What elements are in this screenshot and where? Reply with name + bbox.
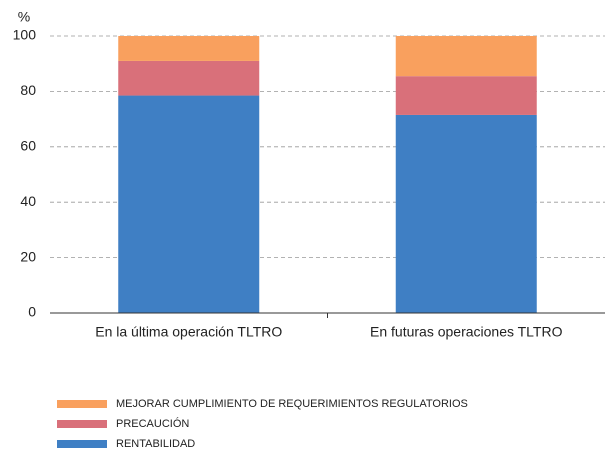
legend-label: RENTABILIDAD <box>116 438 195 450</box>
legend-label: PRECAUCIÓN <box>116 417 189 430</box>
bar-segment <box>395 76 537 115</box>
y-tick-label: 100 <box>13 27 37 43</box>
legend-label: MEJORAR CUMPLIMIENTO DE REQUERIMIENTOS R… <box>116 398 468 410</box>
bar-segment <box>395 36 537 77</box>
y-tick-label: 80 <box>20 82 36 98</box>
legend-swatch <box>57 400 107 408</box>
y-axis-label: % <box>18 9 30 25</box>
bar-segment <box>118 60 260 96</box>
x-tick-label: En futuras operaciones TLTRO <box>370 324 563 340</box>
legend-swatch <box>57 440 107 448</box>
bar-segment <box>118 95 260 314</box>
y-tick-label: 40 <box>20 193 36 209</box>
legend-swatch <box>57 420 107 428</box>
y-tick-label: 20 <box>20 248 36 264</box>
bar-segment <box>118 36 260 61</box>
y-tick-label: 0 <box>28 304 36 320</box>
bar-segment <box>395 114 537 313</box>
x-tick-label: En la última operación TLTRO <box>95 324 282 340</box>
y-tick-label: 60 <box>20 138 36 154</box>
